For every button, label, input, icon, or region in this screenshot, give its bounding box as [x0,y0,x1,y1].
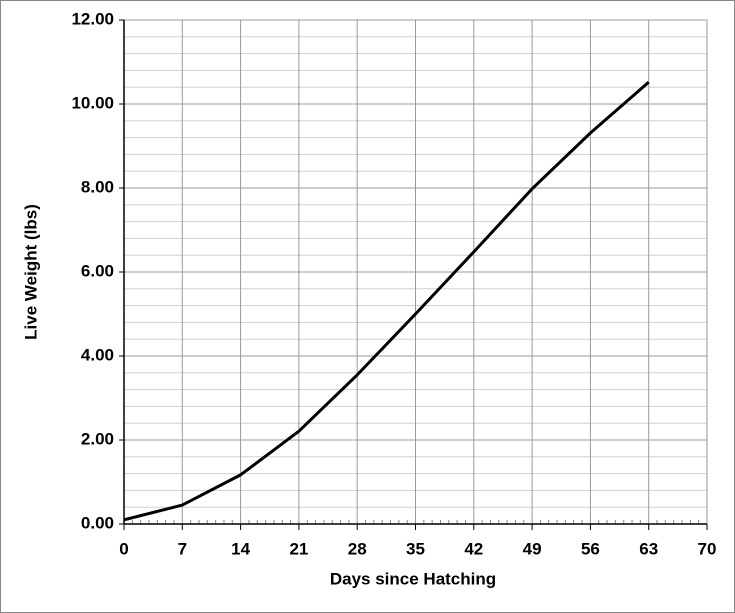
y-tick-label: 0.00 [81,513,114,532]
x-tick-label: 49 [523,539,542,558]
y-tick-label: 4.00 [81,345,114,364]
y-tick-label: 8.00 [81,177,114,196]
x-tick-label: 63 [639,539,658,558]
x-tick-label: 21 [289,539,308,558]
x-tick-label: 28 [348,539,367,558]
x-tick-label: 14 [231,539,250,558]
y-tick-label: 10.00 [71,93,114,112]
line-series [123,81,650,522]
y-axis-title: Live Weight (lbs) [21,204,40,340]
x-tick-label: 56 [581,539,600,558]
x-tick-label: 0 [119,539,128,558]
x-tick-label: 7 [178,539,187,558]
x-tick-label: 70 [698,539,717,558]
x-tick-label: 42 [464,539,483,558]
y-tick-label: 6.00 [81,261,114,280]
x-tick-label: 35 [406,539,425,558]
x-axis-title: Days since Hatching [330,569,496,588]
y-tick-label: 12.00 [71,9,114,28]
y-tick-label: 2.00 [81,429,114,448]
